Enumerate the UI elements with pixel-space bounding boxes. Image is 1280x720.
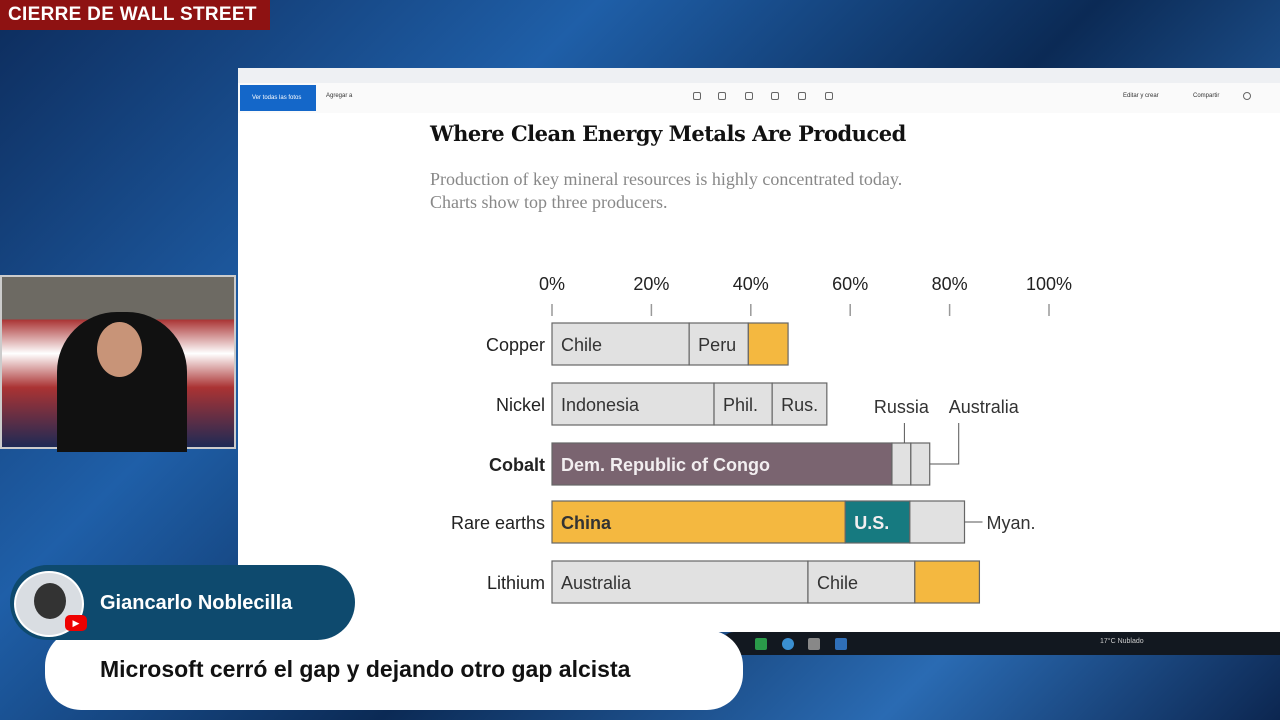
segment-label: Indonesia [561, 395, 640, 415]
excel-taskbar-icon[interactable] [755, 638, 767, 650]
presenter-nametag: ▶ Giancarlo Noblecilla [10, 565, 355, 640]
segment-label: Dem. Republic of Congo [561, 455, 770, 475]
category-label: Lithium [487, 573, 545, 593]
crop-icon[interactable] [825, 92, 833, 100]
bar-segment [551, 442, 893, 486]
presenter-avatar [14, 571, 84, 637]
callout-label: Myan. [987, 513, 1036, 533]
category-label: Cobalt [489, 455, 545, 475]
bar-segment [551, 382, 715, 426]
bar-segment [713, 382, 773, 426]
callout-label: Australia [949, 397, 1020, 417]
segment-label: Chile [561, 335, 602, 355]
bar-segment [771, 382, 828, 426]
youtube-icon: ▶ [65, 615, 87, 631]
bar-segment [909, 500, 966, 544]
bar-segment [688, 322, 749, 366]
rotate-icon[interactable] [798, 92, 806, 100]
photos-taskbar-icon[interactable] [835, 638, 847, 650]
zoom-in-icon[interactable] [693, 92, 701, 100]
bar-segment [551, 322, 690, 366]
presenter-webcam [0, 275, 236, 452]
segment-label: U.S. [854, 513, 889, 533]
presenter-name: Giancarlo Noblecilla [100, 592, 293, 614]
category-label: Copper [486, 335, 545, 355]
segment-label: China [561, 513, 612, 533]
windows-taskbar: 17°C Nublado [720, 632, 1280, 655]
segment-label: Australia [561, 573, 632, 593]
x-tick-label: 20% [633, 274, 669, 294]
bar-segment [844, 500, 911, 544]
add-to-button[interactable]: Agregar a [326, 93, 353, 99]
subtitle-line: Production of key mineral resources is h… [430, 169, 903, 189]
segment-label: Phil. [723, 395, 758, 415]
category-label: Rare earths [451, 513, 545, 533]
x-tick-label: 80% [932, 274, 968, 294]
presenter-face [97, 322, 142, 377]
bar-segment [551, 560, 809, 604]
callout-label: Russia [874, 397, 930, 417]
viewer-toolbar: Ver todas las fotos Agregar a Editar y c… [238, 83, 1280, 113]
bar-segment [910, 442, 931, 486]
x-tick-label: 100% [1026, 274, 1072, 294]
bar-segment [914, 560, 981, 604]
chart-subtitle: Production of key mineral resources is h… [430, 168, 1050, 214]
segment-label: Peru [698, 335, 736, 355]
browser-taskbar-icon[interactable] [782, 638, 794, 650]
window-titlebar [238, 68, 1280, 83]
x-tick-label: 40% [733, 274, 769, 294]
segment-label: Chile [817, 573, 858, 593]
share-button[interactable]: Compartir [1193, 93, 1220, 99]
show-banner: CIERRE DE WALL STREET [0, 0, 270, 30]
weather-widget[interactable]: 17°C Nublado [1100, 638, 1144, 645]
segment-label: Rus. [781, 395, 818, 415]
subtitle-line: Charts show top three producers. [430, 192, 668, 212]
bar-segment [891, 442, 912, 486]
callout-line [929, 423, 960, 465]
zoom-out-icon[interactable] [718, 92, 726, 100]
chart-title: Where Clean Energy Metals Are Produced [430, 121, 906, 146]
lower-third-caption: Microsoft cerró el gap y dejando otro ga… [45, 630, 743, 710]
app-taskbar-icon[interactable] [808, 638, 820, 650]
favorite-icon[interactable] [771, 92, 779, 100]
more-icon[interactable] [1243, 92, 1251, 100]
x-tick-label: 60% [832, 274, 868, 294]
all-photos-button[interactable]: Ver todas las fotos [240, 85, 316, 111]
category-label: Nickel [496, 395, 545, 415]
bar-segment [551, 500, 846, 544]
delete-icon[interactable] [745, 92, 753, 100]
x-tick-label: 0% [539, 274, 565, 294]
edit-create-button[interactable]: Editar y crear [1123, 93, 1159, 99]
bar-segment [747, 322, 789, 366]
